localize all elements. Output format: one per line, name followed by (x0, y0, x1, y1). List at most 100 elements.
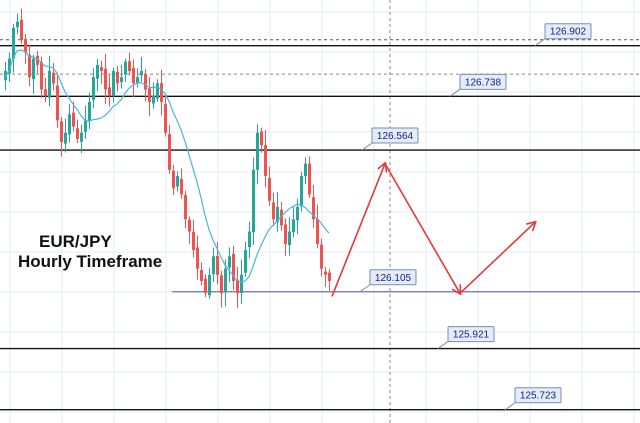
price-label-text: 126.564 (377, 131, 414, 142)
candle-body (308, 163, 311, 195)
candle-body (80, 132, 83, 142)
candle-body (28, 54, 31, 78)
candle-body (228, 256, 231, 268)
candle-body (144, 73, 147, 90)
candle-body (100, 67, 103, 72)
candle-body (104, 68, 107, 90)
candle-body (328, 272, 331, 281)
candle-body (248, 231, 251, 248)
candle-body (152, 95, 155, 104)
chart-title-timeframe: Hourly Timeframe (18, 252, 163, 271)
candle-body (264, 145, 267, 176)
candlesticks (4, 8, 331, 308)
candle-body (188, 219, 191, 232)
candle-body (268, 178, 271, 201)
candle-body (52, 72, 55, 84)
price-label-leader (534, 38, 546, 47)
candle-body (232, 253, 235, 281)
candle-body (20, 19, 23, 41)
candle-body (88, 101, 91, 121)
candle-body (156, 83, 159, 99)
candle-body (116, 71, 119, 84)
candle-body (260, 131, 263, 146)
candle-body (216, 256, 219, 275)
price-label-box (447, 326, 495, 343)
price-levels (0, 39, 640, 411)
candle-body (32, 58, 35, 80)
price-label-box (514, 387, 562, 404)
candle-body (296, 206, 299, 221)
candle-body (76, 128, 79, 139)
candle-body (192, 231, 195, 251)
candle-body (292, 219, 295, 233)
candle-body (40, 62, 43, 90)
candle-body (252, 169, 255, 233)
price-label-box (459, 73, 507, 90)
candle-body (124, 61, 127, 75)
candle-body (120, 77, 123, 83)
price-label-text: 126.902 (550, 27, 587, 38)
candle-body (168, 134, 171, 170)
candle-body (204, 278, 207, 294)
candle-body (64, 132, 67, 144)
candle-body (160, 83, 163, 102)
candle-body (320, 244, 323, 269)
projection-arrow (384, 163, 460, 294)
candle-body (140, 71, 143, 76)
candle-body (112, 71, 115, 96)
price-label-box (369, 269, 417, 286)
price-label-box (544, 23, 592, 40)
candle-body (196, 247, 199, 269)
candle-body (148, 88, 151, 102)
candle-body (224, 268, 227, 293)
chart-title: EUR/JPY Hourly Timeframe (18, 232, 162, 272)
candle-body (24, 40, 27, 53)
projection-arrow (331, 164, 385, 297)
moving-average-line (4, 49, 330, 284)
candle-body (220, 275, 223, 294)
candle-body (256, 132, 259, 170)
price-label-text: 125.921 (453, 330, 490, 341)
candle-body (300, 175, 303, 207)
price-label-leader (437, 341, 449, 349)
price-label-leader (449, 88, 461, 97)
candle-body (288, 231, 291, 246)
candle-body (208, 274, 211, 296)
candle-body (244, 250, 247, 273)
candle-body (212, 256, 215, 275)
candle-body (84, 120, 87, 132)
candle-body (284, 224, 287, 244)
candle-body (240, 274, 243, 294)
candle-body (272, 202, 275, 220)
chart-title-pair: EUR/JPY (39, 232, 112, 251)
candle-body (8, 58, 11, 74)
price-label-box (371, 127, 419, 144)
candle-body (68, 114, 71, 135)
candle-body (312, 197, 315, 220)
candle-body (136, 77, 139, 83)
candle-body (12, 27, 15, 59)
candle-body (164, 104, 167, 133)
candle-body (92, 77, 95, 100)
candle-body (16, 21, 19, 28)
candle-body (184, 195, 187, 220)
projection-arrows (331, 163, 535, 297)
candle-body (36, 55, 39, 65)
price-label-leader (361, 142, 373, 151)
candle-body (236, 279, 239, 294)
price-label-text: 126.738 (465, 77, 502, 88)
candle-body (108, 87, 111, 96)
candle-body (128, 61, 131, 72)
candle-body (200, 270, 203, 281)
candle-body (56, 85, 59, 121)
candle-body (172, 170, 175, 189)
moving-average-path (4, 49, 330, 284)
candle-body (276, 206, 279, 223)
price-labels: 126.902 126.738 126.564 126.105 125.921 125.7… (359, 23, 592, 411)
candle-body (316, 218, 319, 244)
candle-body (48, 71, 51, 98)
price-label-text: 126.105 (375, 273, 412, 284)
price-label-text: 125.723 (520, 391, 557, 402)
price-label-leader (359, 284, 371, 293)
